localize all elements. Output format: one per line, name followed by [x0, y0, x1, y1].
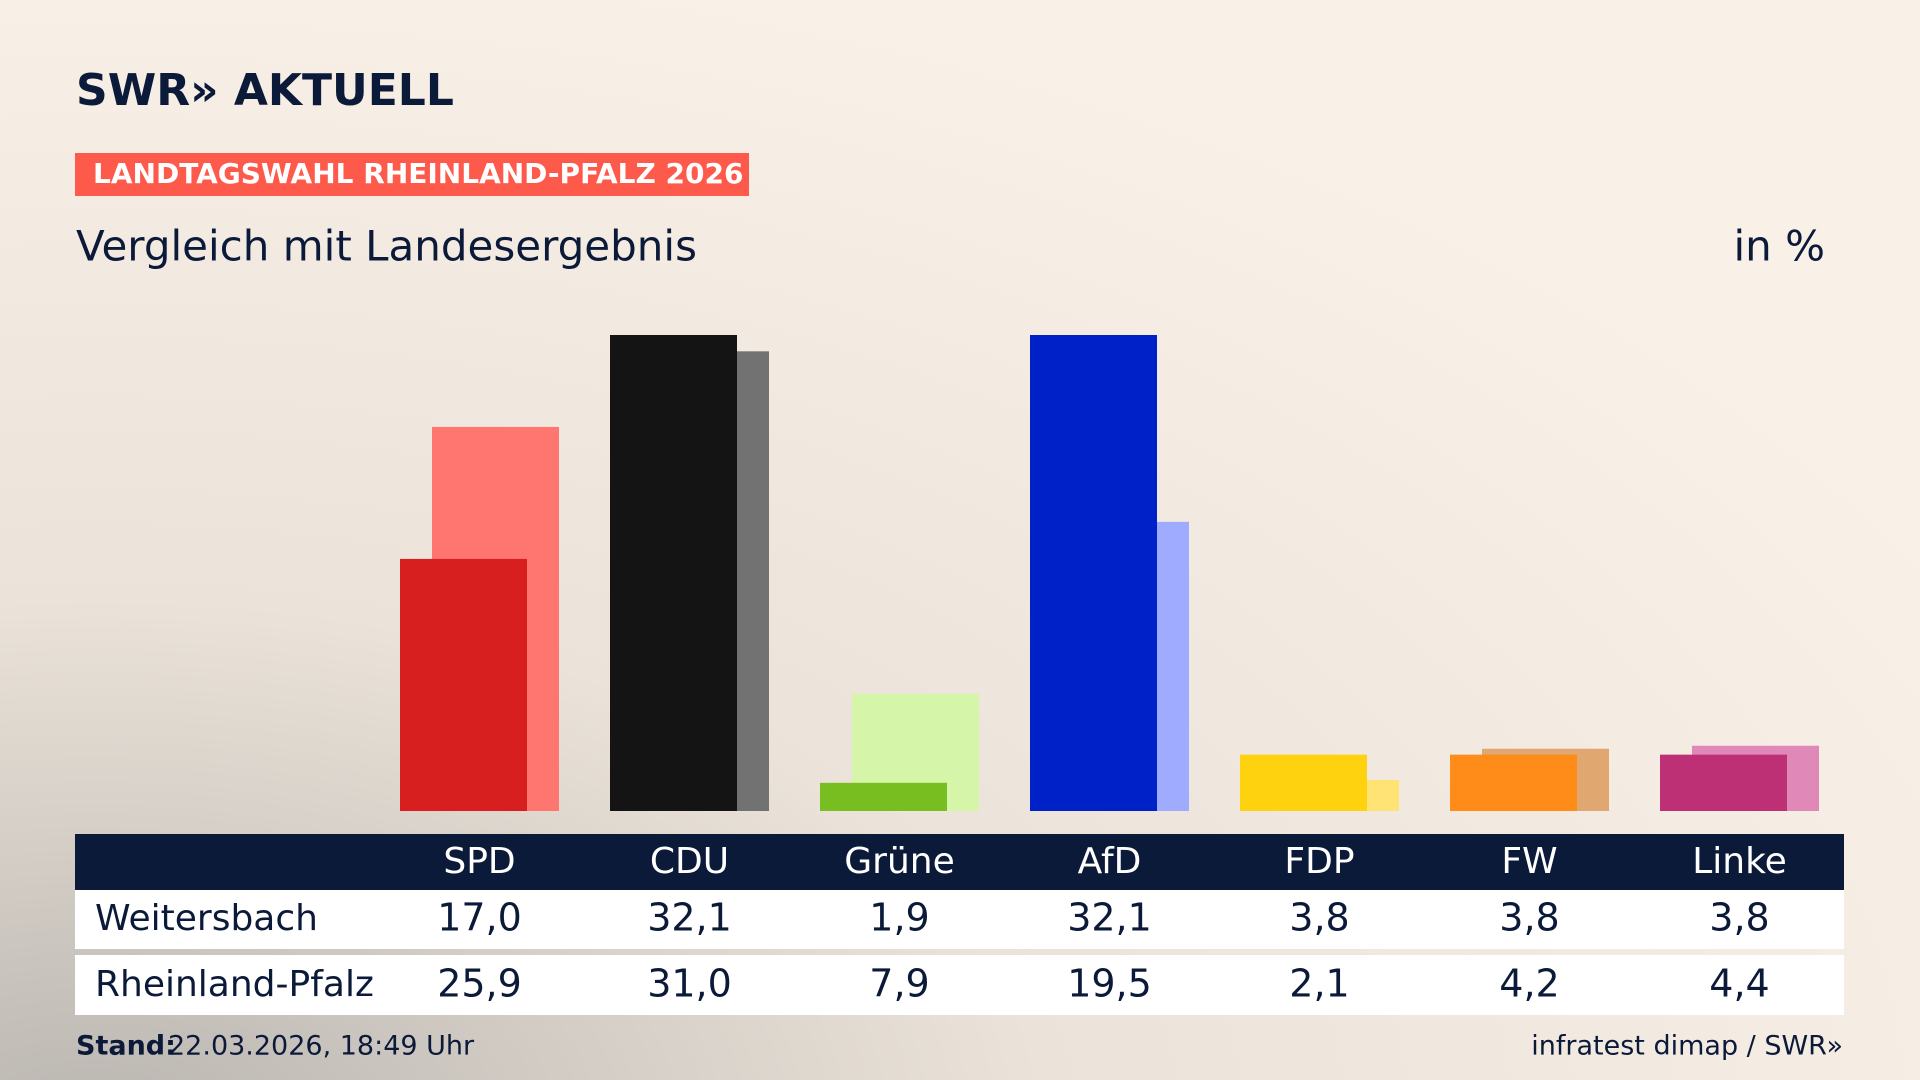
value-label: 17,0 — [437, 896, 522, 940]
value-label: 1,9 — [869, 896, 929, 940]
value-label: 31,0 — [647, 962, 732, 1006]
stand-value: 22.03.2026, 18:49 Uhr — [168, 1031, 475, 1062]
row-label: Weitersbach — [95, 898, 318, 939]
table-row — [75, 890, 1844, 949]
value-label: 2,1 — [1289, 962, 1349, 1006]
badge-bg — [75, 153, 749, 196]
source: infratest dimap / SWR» — [1531, 1031, 1843, 1062]
row-label: Rheinland-Pfalz — [95, 964, 374, 1005]
value-label: 7,9 — [869, 962, 929, 1006]
column-header: Grüne — [844, 841, 954, 882]
bar — [1660, 754, 1787, 811]
value-label: 32,1 — [647, 896, 732, 940]
brand: SWR» AKTUELL — [76, 65, 454, 116]
value-label: 19,5 — [1067, 962, 1152, 1006]
table-header — [75, 834, 1844, 890]
value-label: 25,9 — [437, 962, 522, 1006]
column-header: Linke — [1692, 841, 1787, 882]
chart-title: Vergleich mit Landesergebnis — [76, 222, 697, 271]
value-label: 4,2 — [1499, 962, 1559, 1006]
value-label: 32,1 — [1067, 896, 1152, 940]
table-row — [75, 955, 1844, 1015]
column-header: AfD — [1078, 841, 1142, 882]
bar — [1450, 754, 1577, 811]
bar — [610, 335, 737, 811]
value-label: 3,8 — [1499, 896, 1559, 940]
value-label: 3,8 — [1289, 896, 1349, 940]
value-label: 4,4 — [1709, 962, 1769, 1006]
value-label: 3,8 — [1709, 896, 1769, 940]
bar — [1030, 335, 1157, 811]
unit: in % — [1733, 222, 1825, 271]
bar — [820, 782, 947, 811]
column-header: FW — [1501, 841, 1557, 882]
column-header: CDU — [650, 841, 729, 882]
column-header: FDP — [1284, 841, 1354, 882]
bar — [400, 558, 527, 811]
bar — [1240, 754, 1367, 811]
stand-label: Stand: — [76, 1031, 176, 1062]
badge: LANDTAGSWAHL RHEINLAND-PFALZ 2026 — [93, 157, 743, 190]
column-header: SPD — [443, 841, 515, 882]
